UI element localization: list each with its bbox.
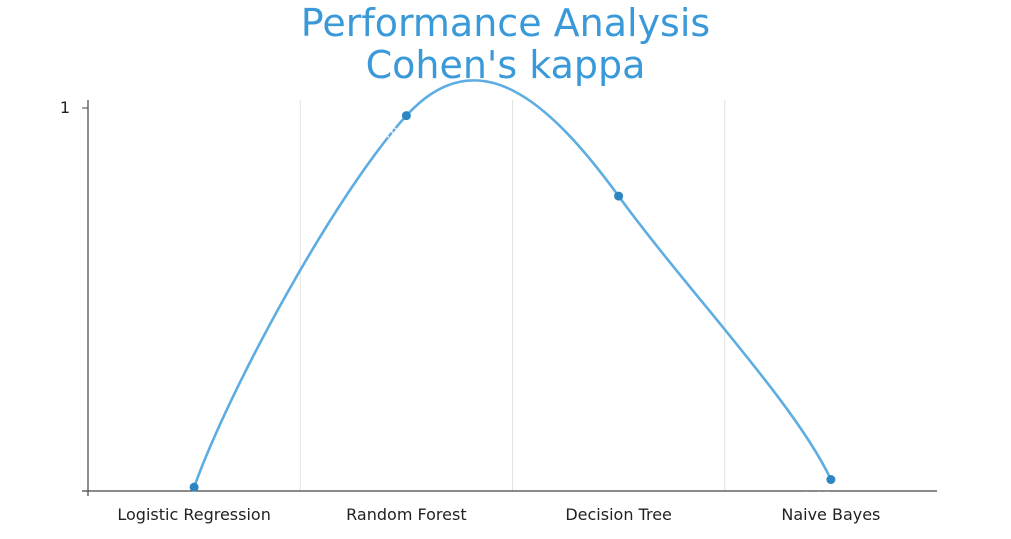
- grid-lines: [299, 100, 726, 491]
- data-label: 0.01: [166, 498, 195, 513]
- chart-title: Performance Analysis Cohen's kappa: [0, 2, 1011, 86]
- data-label: 0.98: [378, 127, 407, 142]
- data-label: 0.77: [590, 207, 619, 222]
- x-tick-label: Logistic Regression: [117, 505, 270, 524]
- chart-subtitle: Cohen's kappa: [365, 43, 646, 87]
- point-layer: [189, 111, 836, 492]
- y-tick-label: 1: [60, 98, 70, 117]
- series-line: [192, 79, 833, 489]
- series-layer: [192, 79, 833, 489]
- x-tick-label: Random Forest: [346, 505, 466, 524]
- x-tick-label: Decision Tree: [565, 505, 672, 524]
- data-point[interactable]: [401, 111, 411, 121]
- data-point[interactable]: [826, 475, 836, 485]
- data-point[interactable]: [189, 482, 199, 492]
- x-tick-label: Naive Bayes: [781, 505, 880, 524]
- label-layer: 0.01 0.98 0.77 0.03: [166, 127, 832, 514]
- data-point[interactable]: [614, 191, 624, 201]
- data-label: 0.03: [802, 491, 831, 506]
- chart-title-main: Performance Analysis: [300, 1, 711, 45]
- axes: 1 Logistic Regression Random Forest Decisio…: [60, 98, 937, 524]
